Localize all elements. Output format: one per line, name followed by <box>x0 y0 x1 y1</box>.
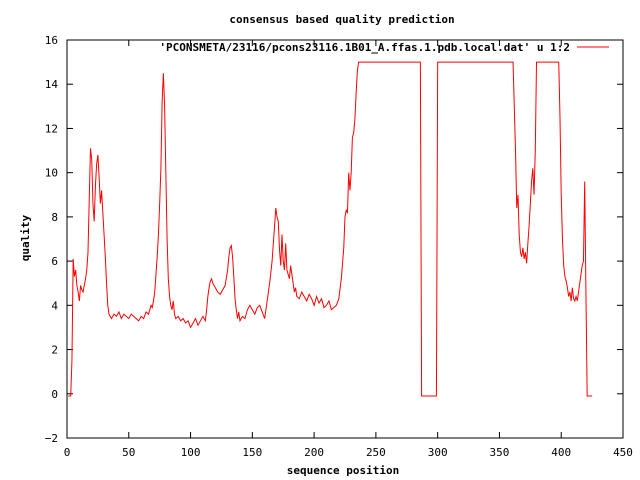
legend-label: 'PCONSMETA/23116/pcons23116.1B01_A.ffas.… <box>159 41 570 54</box>
series-line-0 <box>68 61 593 397</box>
x-tick-label: 0 <box>64 446 71 459</box>
chart-title: consensus based quality prediction <box>229 13 454 26</box>
y-tick-label: 10 <box>45 167 58 180</box>
x-tick-label: 250 <box>366 446 386 459</box>
x-tick-label: 200 <box>304 446 324 459</box>
x-tick-label: 450 <box>613 446 633 459</box>
plot-border <box>66 39 624 439</box>
x-tick-label: 350 <box>490 446 510 459</box>
y-tick-label: 12 <box>45 122 58 135</box>
x-tick-label: 300 <box>428 446 448 459</box>
x-axis: 0 50 100 150 200 250 300 350 400 450 <box>64 40 633 459</box>
y-tick-label: 4 <box>51 299 58 312</box>
legend: 'PCONSMETA/23116/pcons23116.1B01_A.ffas.… <box>159 41 609 54</box>
y-tick-label: 8 <box>51 211 58 224</box>
x-axis-label: sequence position <box>287 464 400 477</box>
x-tick-label: 400 <box>551 446 571 459</box>
y-tick-label: 16 <box>45 34 58 47</box>
x-tick-label: 100 <box>181 446 201 459</box>
x-tick-label: 150 <box>242 446 262 459</box>
y-tick-label: 14 <box>45 78 59 91</box>
y-tick-label: 0 <box>51 388 58 401</box>
y-tick-label: 2 <box>51 344 58 357</box>
y-tick-label: 6 <box>51 255 58 268</box>
plot-frame <box>66 39 624 439</box>
series-layer <box>68 61 593 397</box>
y-axis: −2 0 2 4 6 8 10 12 14 16 <box>45 34 623 445</box>
y-tick-label: −2 <box>45 432 58 445</box>
y-axis-label: quality <box>19 214 32 261</box>
x-tick-label: 50 <box>122 446 135 459</box>
